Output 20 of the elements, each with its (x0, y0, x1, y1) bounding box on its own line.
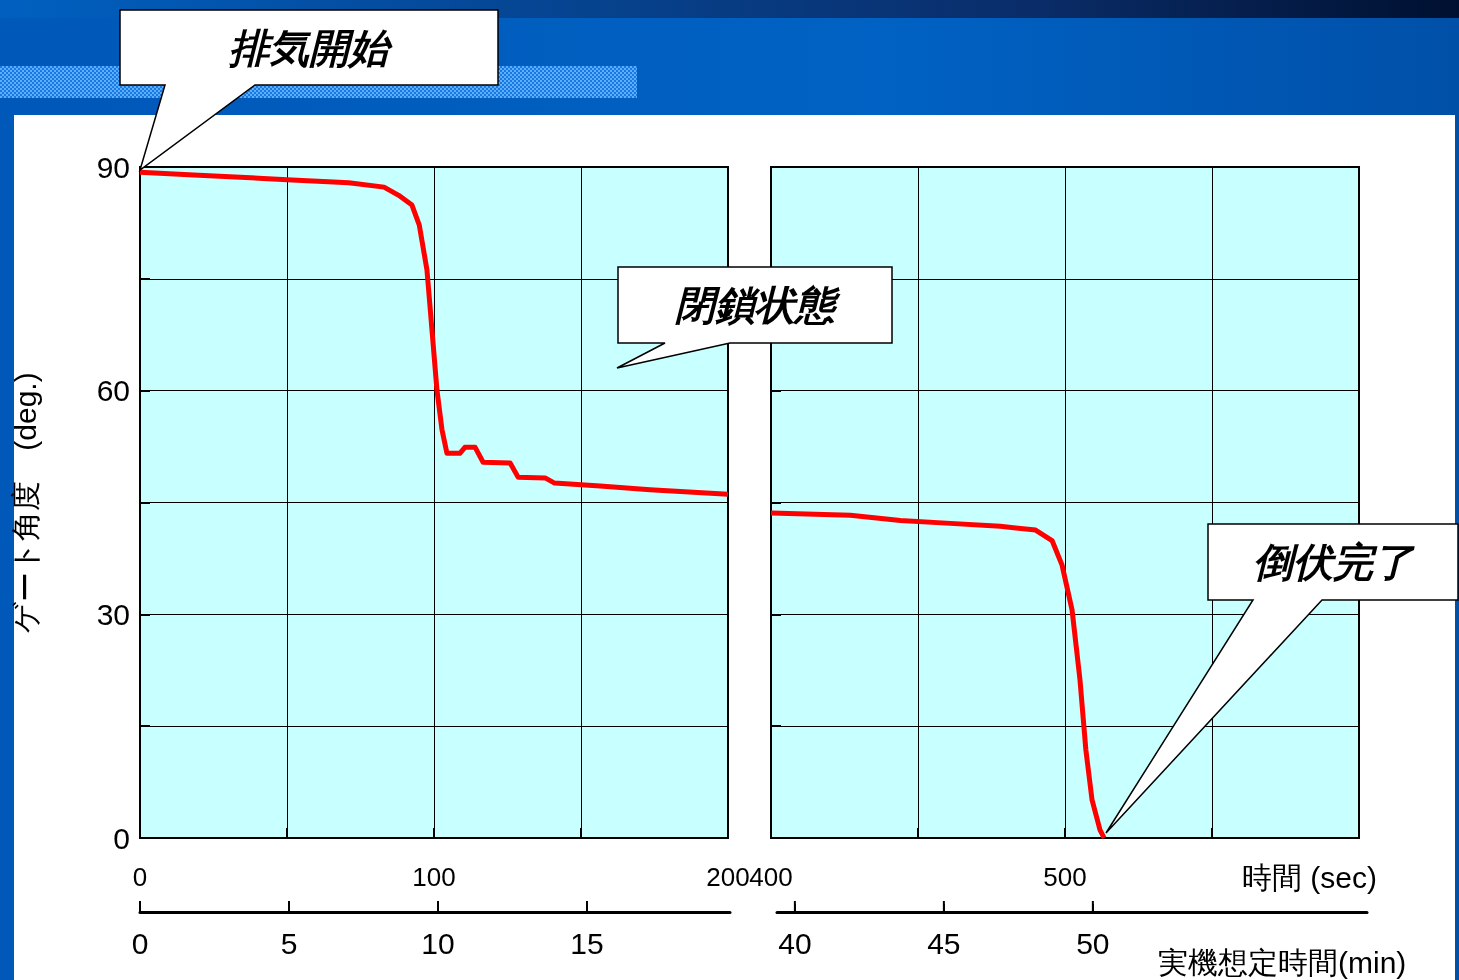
y-tick-label: 0 (113, 821, 130, 855)
annotation: 閉鎖状態 (675, 283, 841, 327)
y-tick-label: 30 (96, 597, 130, 631)
x2-tick-label: 15 (570, 926, 604, 960)
annotation: 倒伏完了 (1253, 540, 1415, 584)
x-tick-label: 100 (412, 862, 456, 892)
text: 排気開始 (228, 25, 393, 70)
x-tick-label: 200 (706, 862, 750, 892)
x2-axis-title: 実機想定時間(min) (1158, 945, 1407, 979)
x-axis-title: 時間 (sec) (1242, 860, 1377, 894)
y-tick-label: 60 (96, 374, 130, 408)
y-tick-label: 90 (96, 150, 130, 184)
x-tick-label: 500 (1043, 862, 1087, 892)
x2-tick-label: 50 (1076, 926, 1110, 960)
x2-tick-label: 5 (280, 926, 298, 960)
y-axis-title: ゲート角度 (deg.) (8, 372, 42, 633)
x-tick-label: 400 (749, 862, 793, 892)
x2-tick-label: 45 (927, 926, 961, 960)
x2-tick-label: 40 (778, 926, 812, 960)
x2-tick-label: 10 (421, 926, 455, 960)
